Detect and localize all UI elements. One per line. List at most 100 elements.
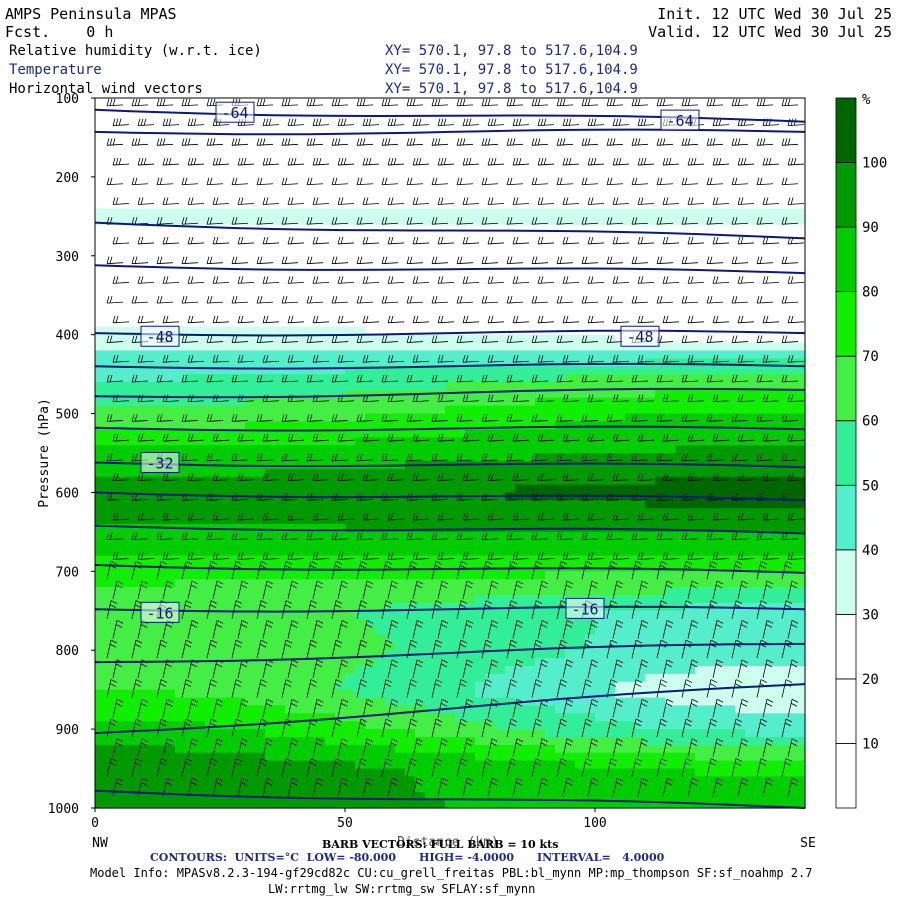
rh-cell — [715, 705, 726, 714]
rh-cell — [795, 800, 806, 809]
rh-cell — [165, 500, 176, 509]
rh-cell — [325, 666, 336, 675]
rh-cell — [705, 721, 716, 730]
rh-cell — [755, 792, 766, 801]
rh-cell — [315, 547, 326, 557]
rh-cell — [785, 453, 796, 462]
rh-cell — [525, 437, 536, 446]
rh-cell — [95, 429, 106, 438]
wind-barb-flag — [437, 118, 441, 126]
rh-cell — [675, 673, 686, 683]
rh-cell — [505, 642, 516, 651]
rh-cell — [525, 531, 536, 541]
wind-barb-flag — [565, 157, 569, 166]
rh-cell — [495, 729, 506, 738]
rh-cell — [405, 579, 416, 588]
rh-cell — [565, 626, 576, 636]
rh-cell — [405, 673, 416, 683]
rh-cell — [585, 626, 596, 636]
rh-cell — [95, 697, 106, 707]
rh-cell — [375, 382, 386, 391]
rh-cell — [185, 531, 196, 541]
rh-cell — [495, 397, 506, 407]
rh-cell — [535, 666, 546, 675]
rh-cell — [195, 547, 206, 557]
rh-cell — [495, 744, 506, 754]
wind-barb-flag — [334, 138, 338, 146]
rh-cell — [725, 737, 736, 746]
wind-barb-flag — [131, 177, 135, 185]
rh-cell — [195, 358, 206, 367]
rh-cell — [155, 760, 166, 770]
rh-cell — [195, 468, 206, 478]
rh-cell — [255, 508, 266, 517]
rh-cell — [435, 579, 446, 588]
wind-barb-flag — [190, 118, 194, 126]
rh-cell — [445, 729, 456, 738]
rh-cell — [365, 737, 376, 746]
rh-cell — [395, 508, 406, 517]
wind-barb — [112, 157, 130, 166]
rh-cell — [745, 689, 756, 699]
rh-cell — [555, 792, 566, 801]
rh-cell — [715, 792, 726, 801]
rh-cell — [415, 776, 426, 785]
rh-cell — [475, 453, 486, 462]
rh-cell — [715, 516, 726, 525]
rh-cell — [375, 350, 386, 359]
wind-barb-flag — [706, 98, 710, 106]
rh-cell — [115, 681, 126, 691]
rh-cell — [635, 571, 646, 580]
rh-cell — [555, 571, 566, 580]
rh-cell — [475, 571, 486, 580]
rh-cell — [535, 216, 546, 225]
wind-barb-flag — [265, 157, 269, 166]
rh-cell — [635, 350, 646, 359]
rh-cell — [155, 650, 166, 659]
rh-cell — [275, 618, 286, 628]
rh-cell — [175, 800, 186, 809]
rh-cell — [445, 784, 456, 793]
rh-cell — [295, 524, 306, 533]
rh-cell — [705, 689, 716, 699]
rh-cell — [335, 555, 346, 565]
rh-cell — [375, 658, 386, 667]
wind-barb-flag — [356, 98, 360, 106]
rh-cell — [225, 776, 236, 785]
rh-cell — [375, 366, 386, 375]
rh-cell — [455, 413, 466, 423]
rh-cell — [615, 374, 626, 383]
rh-cell — [425, 476, 436, 486]
rh-cell — [545, 697, 556, 707]
rh-cell — [755, 800, 766, 809]
wind-barb-flag — [118, 118, 122, 126]
wind-barb-flag — [256, 98, 260, 106]
rh-cell — [715, 429, 726, 438]
wind-barb — [381, 138, 399, 146]
rh-cell — [175, 595, 186, 604]
rh-cell — [725, 468, 736, 478]
rh-cell — [725, 484, 736, 494]
rh-cell — [355, 326, 366, 336]
rh-cell — [655, 634, 666, 643]
rh-cell — [725, 776, 736, 785]
rh-cell — [155, 429, 166, 438]
rh-cell — [385, 768, 396, 778]
wind-barb-flag — [262, 98, 266, 106]
rh-cell — [635, 697, 646, 707]
rh-cell — [575, 800, 586, 809]
rh-cell — [255, 524, 266, 533]
rh-cell — [595, 760, 606, 770]
rh-cell — [295, 650, 306, 659]
rh-cell — [225, 374, 236, 383]
rh-cell — [645, 453, 656, 462]
rh-cell — [275, 555, 286, 565]
rh-cell — [545, 539, 556, 549]
rh-cell — [185, 610, 196, 620]
rh-cell — [335, 326, 346, 336]
rh-cell — [405, 366, 416, 375]
rh-cell — [365, 768, 376, 778]
rh-cell — [325, 468, 336, 478]
rh-cell — [415, 421, 426, 430]
wind-barb — [337, 157, 355, 166]
